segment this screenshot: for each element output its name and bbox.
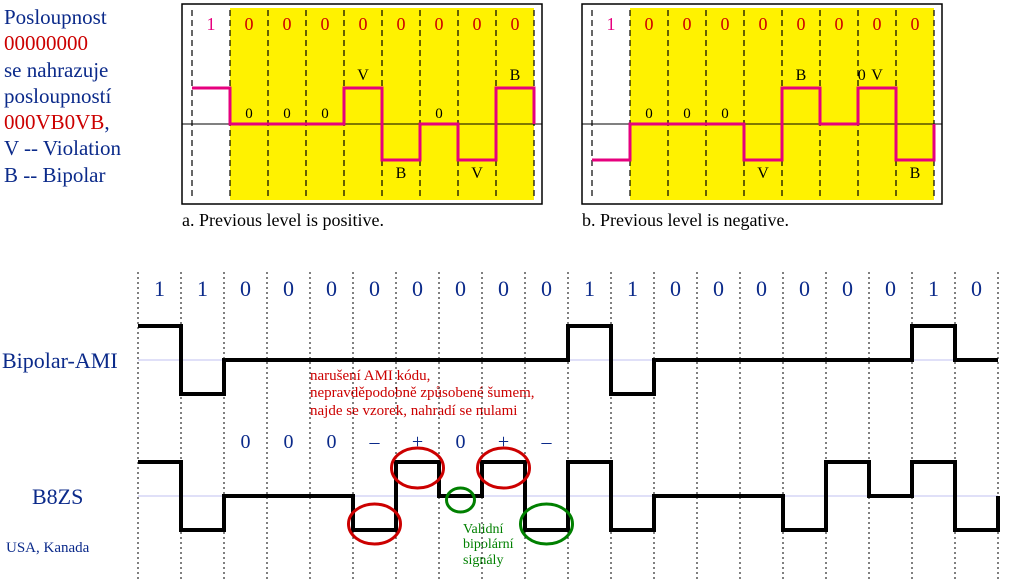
svg-text:0: 0 (435, 106, 443, 122)
svg-text:0: 0 (835, 14, 844, 34)
svg-text:0: 0 (858, 67, 866, 84)
svg-text:1: 1 (928, 276, 939, 301)
svg-text:1: 1 (627, 276, 638, 301)
svg-text:0: 0 (721, 106, 729, 122)
svg-text:0: 0 (683, 106, 691, 122)
svg-text:0: 0 (842, 276, 853, 301)
svg-text:0: 0 (283, 276, 294, 301)
svg-text:1: 1 (154, 276, 165, 301)
svg-text:0: 0 (713, 276, 724, 301)
svg-text:–: – (369, 431, 381, 453)
svg-text:0: 0 (756, 276, 767, 301)
svg-text:0: 0 (284, 431, 294, 453)
svg-text:0: 0 (321, 106, 329, 122)
svg-text:0: 0 (911, 14, 920, 34)
svg-text:0: 0 (412, 276, 423, 301)
svg-text:0: 0 (721, 14, 730, 34)
svg-text:0: 0 (245, 14, 254, 34)
svg-text:0: 0 (326, 276, 337, 301)
diagram-svg: 100000000VBBV0000 100000000BV0VB000 1100… (0, 0, 1023, 582)
svg-text:0: 0 (683, 14, 692, 34)
svg-text:0: 0 (456, 431, 466, 453)
svg-text:0: 0 (435, 14, 444, 34)
svg-text:0: 0 (799, 276, 810, 301)
svg-text:0: 0 (885, 276, 896, 301)
svg-text:0: 0 (873, 14, 882, 34)
svg-text:1: 1 (607, 14, 616, 34)
svg-text:0: 0 (359, 14, 368, 34)
svg-text:0: 0 (645, 14, 654, 34)
svg-text:0: 0 (759, 14, 768, 34)
svg-text:0: 0 (541, 276, 552, 301)
svg-text:0: 0 (797, 14, 806, 34)
svg-text:0: 0 (283, 14, 292, 34)
svg-text:B: B (510, 67, 521, 84)
svg-text:1: 1 (197, 276, 208, 301)
svg-text:0: 0 (283, 106, 291, 122)
svg-text:V: V (471, 165, 483, 182)
svg-text:B: B (910, 165, 921, 182)
svg-text:1: 1 (584, 276, 595, 301)
svg-text:V: V (871, 67, 883, 84)
svg-text:0: 0 (327, 431, 337, 453)
svg-text:0: 0 (670, 276, 681, 301)
svg-text:B: B (796, 67, 807, 84)
svg-text:V: V (357, 67, 369, 84)
svg-text:0: 0 (511, 14, 520, 34)
svg-text:0: 0 (645, 106, 653, 122)
svg-text:0: 0 (455, 276, 466, 301)
svg-text:0: 0 (473, 14, 482, 34)
svg-text:0: 0 (245, 106, 253, 122)
svg-text:0: 0 (498, 276, 509, 301)
svg-text:V: V (757, 165, 769, 182)
svg-text:0: 0 (241, 431, 251, 453)
svg-text:0: 0 (971, 276, 982, 301)
svg-text:B: B (396, 165, 407, 182)
svg-text:0: 0 (397, 14, 406, 34)
svg-text:0: 0 (321, 14, 330, 34)
svg-text:1: 1 (207, 14, 216, 34)
svg-text:–: – (541, 431, 553, 453)
svg-text:0: 0 (240, 276, 251, 301)
svg-text:0: 0 (369, 276, 380, 301)
